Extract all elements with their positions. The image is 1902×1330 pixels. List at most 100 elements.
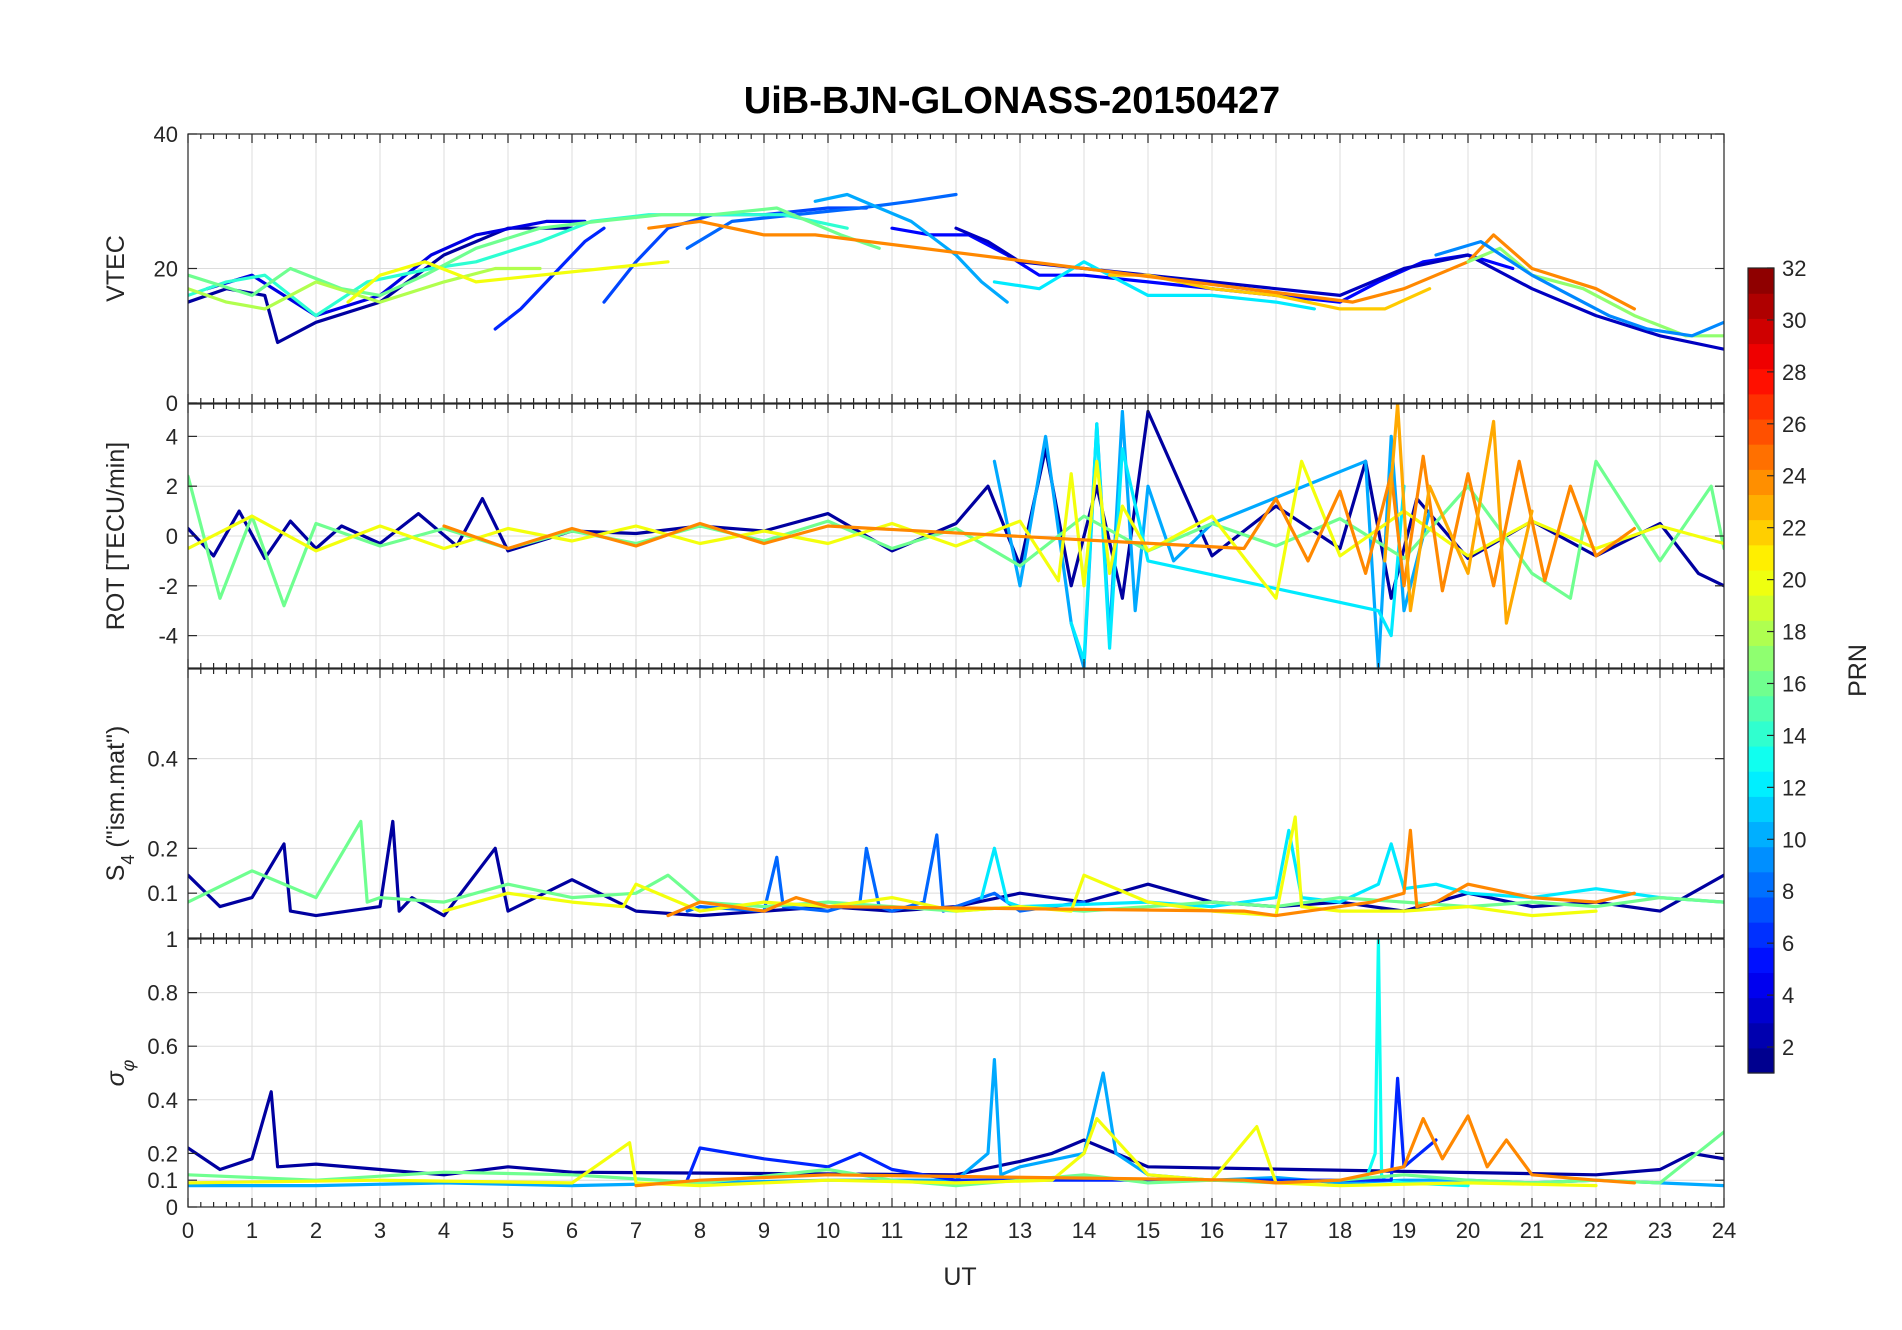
x-tick-label: 1 [246,1218,258,1243]
series-line-prn-16 [188,206,881,297]
x-tick-label: 11 [881,1218,904,1243]
series-line-prn-20 [346,260,670,304]
colorbar-tick-label: 12 [1782,775,1806,800]
series-line-prn-6 [493,226,606,331]
x-tick-label: 0 [182,1218,194,1243]
colorbar-cell [1748,469,1774,496]
colorbar-tick-label: 10 [1782,827,1806,852]
colorbar-cell [1748,620,1774,646]
x-tick-label: 15 [1136,1218,1160,1243]
series-line-prn-23 [1383,404,1534,625]
x-tick-label: 7 [630,1218,642,1243]
y-tick-label: 0 [166,524,178,549]
x-tick-label: 19 [1392,1218,1416,1243]
colorbar-tick-label: 28 [1782,360,1806,385]
y-axis-label-sigma: σφ [102,1059,138,1086]
colorbar-cell [1748,720,1774,747]
series-line-prn-20 [442,815,1598,918]
colorbar-cell [1748,569,1774,596]
x-tick-label: 17 [1264,1218,1288,1243]
x-tick-label: 5 [502,1218,514,1243]
colorbar-tick-label: 6 [1782,931,1794,956]
y-tick-label: -4 [158,624,178,649]
series-line-prn-14 [188,213,849,318]
colorbar-cell [1748,922,1774,948]
colorbar-tick-label: 8 [1782,879,1794,904]
y-tick-label: 2 [166,474,178,499]
chart-title: UiB-BJN-GLONASS-20150427 [744,80,1280,122]
colorbar-cell [1748,821,1774,848]
y-tick-label: 4 [166,424,178,449]
colorbar-cell [1748,771,1774,797]
ticks-rot: -4 -2 0 2 4 [158,404,1725,668]
colorbar-cell [1748,268,1774,294]
series-line-prn-6 [685,1076,1438,1182]
colorbar-cell [1748,595,1774,621]
y-axis-label-s4: S4 ("ism.mat") [102,726,138,882]
series-line-prn-2 [188,1090,1724,1177]
colorbar-cell [1748,745,1774,772]
y-tick-label: 0 [166,1195,178,1220]
series-group-s4 [188,815,1724,918]
colorbar-frame [1747,267,1775,1074]
series-line-prn-9 [1434,240,1724,338]
ticks-s4: 0.1 0.2 0.4 [147,669,1725,938]
series-line-prn-13 [1364,939,1470,1188]
series-line-prn-18 [188,266,542,311]
y-tick-label: 0.2 [147,836,178,861]
y-tick-label: 0.4 [147,747,178,772]
colorbar-cell [1748,695,1774,722]
colorbar-cell [1748,645,1774,672]
series-line-prn-24 [647,219,1636,311]
y-tick-label: 0.1 [147,1168,178,1193]
series-line-prn-24 [634,1114,1636,1188]
y-tick-label: 0.1 [147,881,178,906]
series-line-prn-24 [442,454,1636,593]
x-tick-label: 9 [758,1218,770,1243]
x-tick-label: 3 [374,1218,386,1243]
x-tick-label: 23 [1648,1218,1672,1243]
grid-sigma [187,938,1725,1208]
panel-vtec: 0 20 40 VTEC [102,122,1725,416]
colorbar-cell [1748,796,1774,823]
panel-sigma: 00.10.2 0.4 0.6 0.8 1 σφ [102,927,1725,1220]
colorbar-cell [1748,1022,1774,1049]
x-tick-label: 2 [310,1218,322,1243]
x-tick-label: 6 [566,1218,578,1243]
x-axis: 0 1 2 3 4 5 6 7 8 9 10 11 12 13 14 15 16 17 18 19 20 21 22 23 24 [182,1218,1736,1243]
colorbar-cell [1748,519,1774,546]
x-tick-label: 21 [1520,1218,1544,1243]
series-line-prn-10 [813,192,1009,304]
x-tick-label: 13 [1008,1218,1032,1243]
colorbar-cell [1748,846,1774,873]
y-tick-label: 0.6 [147,1034,178,1059]
y-axis-label-vtec: VTEC [102,235,130,302]
colorbar-tick-label: 22 [1782,516,1806,541]
x-tick-label: 4 [438,1218,450,1243]
grid-rot [187,404,1725,668]
colorbar-tick-label: 2 [1782,1035,1794,1060]
x-tick-label: 18 [1328,1218,1352,1243]
x-tick-label: 10 [816,1218,840,1243]
colorbar-cell [1748,871,1774,898]
x-tick-label: 20 [1456,1218,1480,1243]
x-axis-label: UT [943,1263,976,1291]
colorbar-label: PRN [1844,644,1872,697]
y-tick-label: -2 [158,574,178,599]
colorbar-tick-label: 32 [1782,256,1806,281]
series-group-vtec [188,192,1724,351]
series-line-prn-24 [666,828,1636,918]
series-group-sigma [188,939,1724,1188]
colorbar-cell [1748,997,1774,1024]
colorbar-cell [1748,1047,1774,1074]
y-tick-label: 0 [166,391,178,416]
y-tick-label: 0.2 [147,1141,178,1166]
colorbar-tick-label: 30 [1782,308,1806,333]
colorbar-tick-label: 24 [1782,464,1806,489]
series-line-prn-12 [980,828,1724,909]
panel-s4: 0.1 0.2 0.4 S4 ("ism.mat") [102,668,1725,939]
colorbar-cell [1748,393,1774,420]
